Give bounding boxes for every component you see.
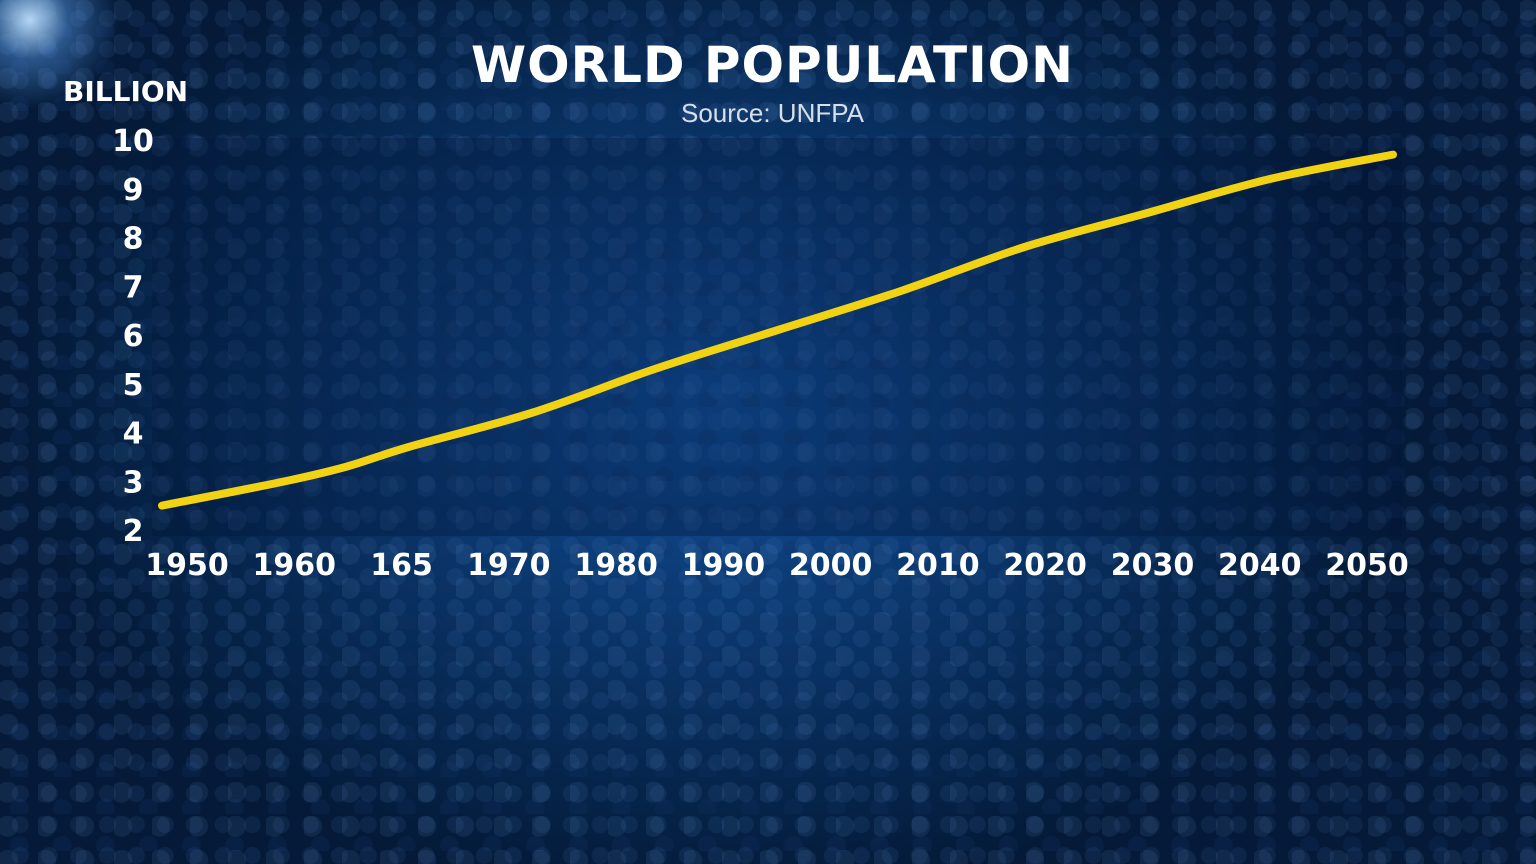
x-tick-label: 165 bbox=[370, 548, 433, 583]
x-tick-label: 1990 bbox=[682, 548, 766, 583]
x-tick-label: 2030 bbox=[1111, 548, 1195, 583]
y-tick-label: 8 bbox=[123, 222, 144, 257]
y-tick-label: 9 bbox=[123, 173, 144, 208]
y-tick-label: 10 bbox=[112, 124, 154, 159]
y-tick-label: 6 bbox=[123, 319, 144, 354]
x-tick-label: 1980 bbox=[574, 548, 658, 583]
plot-area bbox=[152, 138, 1402, 536]
y-tick-label: 7 bbox=[123, 270, 144, 305]
y-tick-label: 3 bbox=[123, 465, 144, 500]
population-series-line bbox=[158, 150, 1397, 510]
x-tick-label: 1960 bbox=[253, 548, 337, 583]
y-tick-label: 2 bbox=[123, 514, 144, 549]
y-tick-label: 5 bbox=[123, 368, 144, 403]
x-tick-label: 2010 bbox=[896, 548, 980, 583]
x-tick-label: 1950 bbox=[145, 548, 229, 583]
chart-title: WORLD POPULATION bbox=[470, 36, 1075, 94]
chart-source: Source: UNFPA bbox=[680, 98, 864, 128]
x-tick-label: 2000 bbox=[789, 548, 873, 583]
x-tick-label: 2040 bbox=[1218, 548, 1302, 583]
x-tick-label: 1970 bbox=[467, 548, 551, 583]
y-axis-unit-label: BILLION bbox=[63, 75, 189, 108]
x-tick-label: 2050 bbox=[1325, 548, 1409, 583]
y-tick-label: 4 bbox=[123, 417, 144, 452]
x-tick-label: 2020 bbox=[1003, 548, 1087, 583]
